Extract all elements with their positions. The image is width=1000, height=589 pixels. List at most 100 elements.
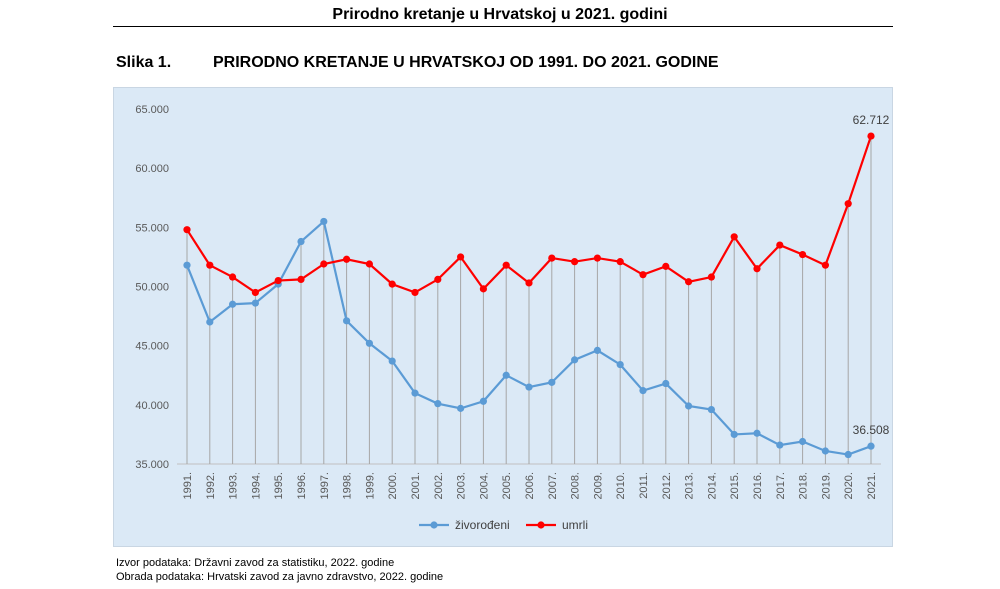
x-tick-label: 2020. <box>843 472 855 500</box>
x-tick-label: 1991. <box>182 472 194 500</box>
x-tick-label: 2016. <box>752 472 764 500</box>
x-tick-label: 1997. <box>319 472 331 500</box>
series-line <box>186 135 873 294</box>
data-point <box>548 378 556 386</box>
legend-label: živorođeni <box>455 518 510 532</box>
data-point <box>411 288 419 297</box>
data-point <box>297 237 305 246</box>
data-point <box>297 275 305 283</box>
data-point <box>593 254 601 262</box>
data-point <box>867 132 875 140</box>
x-tick-label: 2005. <box>501 472 513 500</box>
data-point <box>707 405 716 414</box>
data-point <box>799 250 807 259</box>
legend-marker <box>430 521 438 529</box>
data-point <box>616 258 624 266</box>
data-point <box>525 279 533 287</box>
x-tick-label: 2017. <box>775 472 787 500</box>
x-tick-label: 2002. <box>433 472 445 500</box>
x-tick-label: 2007. <box>547 472 559 500</box>
data-point <box>320 217 328 226</box>
x-tick-label: 1998. <box>342 472 354 500</box>
data-point <box>685 278 693 286</box>
data-point <box>434 400 442 408</box>
x-tick-label: 2001. <box>410 472 422 500</box>
data-point <box>685 402 693 410</box>
x-tick-label: 2019. <box>820 472 832 500</box>
data-point <box>639 387 647 395</box>
data-point <box>183 261 191 269</box>
x-tick-label: 2012. <box>661 472 673 500</box>
data-point <box>434 275 442 283</box>
data-point <box>730 430 738 439</box>
data-label: 62.712 <box>853 113 890 127</box>
x-tick-label: 2011. <box>638 472 650 499</box>
y-tick-label: 65.000 <box>135 104 169 116</box>
data-point <box>799 437 807 446</box>
x-tick-label: 1994. <box>250 472 262 500</box>
x-tick-label: 2014. <box>706 472 718 500</box>
data-point <box>274 276 282 285</box>
x-tick-label: 1992. <box>205 472 217 500</box>
x-tick-label: 1999. <box>364 472 376 500</box>
data-point <box>343 255 351 263</box>
data-point <box>753 429 761 437</box>
data-point <box>479 285 487 293</box>
data-point <box>229 300 237 308</box>
data-point <box>776 241 784 249</box>
data-point <box>867 442 875 450</box>
legend-marker <box>537 521 545 529</box>
data-point <box>639 271 647 279</box>
x-tick-label: 2006. <box>524 472 536 500</box>
figure-label: Slika 1. <box>116 54 172 71</box>
data-point <box>365 260 373 268</box>
x-tick-label: 2013. <box>684 472 696 500</box>
legend-label: umrli <box>562 518 588 532</box>
data-point <box>502 261 510 269</box>
data-point <box>593 346 601 354</box>
data-point <box>183 226 191 234</box>
data-point <box>662 262 670 270</box>
y-tick-label: 45.000 <box>135 341 169 353</box>
data-point <box>548 254 556 262</box>
data-point <box>411 389 419 397</box>
data-point <box>502 371 510 379</box>
chart-area: 35.000 40.000 45.000 50.000 55.000 60.000 65.0… <box>113 87 893 547</box>
data-point <box>844 450 852 459</box>
data-point <box>707 273 716 281</box>
data-point <box>616 361 624 369</box>
data-point <box>457 253 465 261</box>
x-tick-label: 2004. <box>478 472 490 500</box>
x-tick-label: 2000. <box>387 472 399 500</box>
data-point <box>457 404 465 412</box>
data-point <box>821 447 830 455</box>
data-point <box>662 379 670 388</box>
x-tick-label: 1993. <box>228 472 240 500</box>
data-point <box>229 273 237 281</box>
data-point <box>251 288 259 297</box>
y-tick-label: 35.000 <box>135 459 169 471</box>
chart-svg: 35.000 40.000 45.000 50.000 55.000 60.000 65.0… <box>135 104 890 532</box>
x-tick-label: 2009. <box>592 472 604 500</box>
source-note: Izvor podataka: Državni zavod za statist… <box>116 557 395 569</box>
x-tick-label: 2010. <box>615 472 627 500</box>
y-tick-label: 60.000 <box>135 163 169 175</box>
page-title: Prirodno kretanje u Hrvatskoj u 2021. go… <box>332 6 668 23</box>
processing-note: Obrada podataka: Hrvatski zavod za javno… <box>116 571 444 583</box>
data-point <box>571 356 579 364</box>
data-point <box>365 339 373 347</box>
title-rule <box>113 26 893 27</box>
data-point <box>821 261 830 269</box>
data-point <box>844 200 852 208</box>
data-point <box>388 280 396 288</box>
y-tick-label: 55.000 <box>135 222 169 234</box>
y-tick-label: 40.000 <box>135 400 169 412</box>
x-tick-label: 2003. <box>456 472 468 500</box>
data-point <box>206 261 214 269</box>
x-tick-label: 2008. <box>570 472 582 500</box>
data-label: 36.508 <box>853 423 890 437</box>
data-point <box>571 258 579 266</box>
data-point <box>388 357 396 365</box>
data-point <box>320 260 328 268</box>
x-tick-label: 1995. <box>273 472 285 500</box>
